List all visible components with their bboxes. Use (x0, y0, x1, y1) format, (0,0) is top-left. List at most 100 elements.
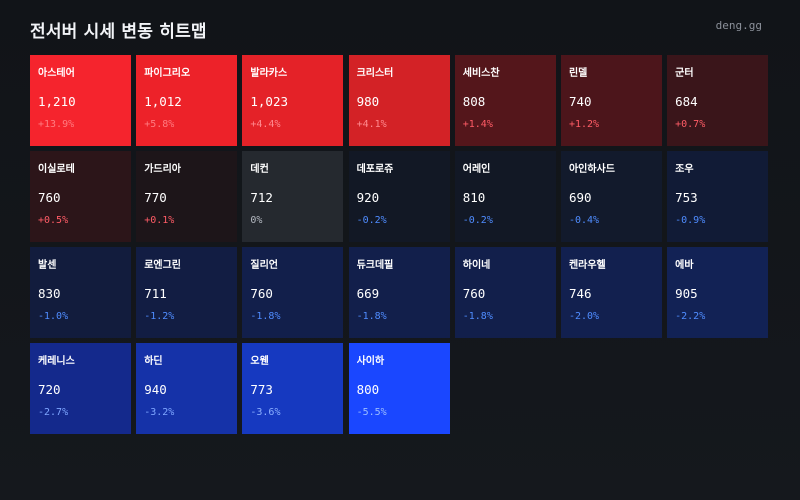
server-name: 듀크데필 (356, 260, 394, 271)
server-name: 발라카스 (250, 68, 288, 79)
server-price: 980 (356, 94, 380, 109)
server-price: 753 (675, 190, 698, 205)
price-change-percent: 0% (250, 215, 263, 226)
server-tile[interactable]: 오웬 773 -3.6% (242, 343, 344, 434)
price-change-percent: -3.2% (144, 407, 175, 418)
server-tile[interactable]: 켄라우헬 746 -2.0% (560, 247, 662, 338)
price-change-percent: -1.0% (38, 311, 69, 322)
server-name: 질리언 (250, 260, 278, 271)
server-price: 830 (38, 286, 61, 301)
server-name: 데포로쥬 (356, 164, 394, 175)
server-name: 이실로테 (38, 164, 75, 175)
price-change-percent: +1.2% (568, 119, 600, 130)
server-price: 905 (675, 286, 698, 301)
server-name: 발센 (38, 260, 57, 271)
price-change-percent: -3.6% (250, 407, 281, 418)
price-change-percent: -5.5% (356, 407, 387, 418)
price-change-percent: -2.0% (568, 311, 600, 322)
server-tile[interactable]: 사이하 800 -5.5% (348, 343, 450, 434)
server-price: 760 (250, 286, 273, 301)
server-name: 린델 (568, 68, 588, 79)
server-price: 760 (462, 286, 486, 301)
server-name: 로엔그린 (144, 260, 181, 271)
server-price: 760 (38, 190, 61, 205)
price-change-percent: -0.2% (356, 215, 387, 226)
server-name: 하딘 (144, 356, 163, 367)
server-price: 800 (356, 382, 380, 397)
server-price: 684 (675, 94, 698, 109)
server-name: 사이하 (356, 356, 385, 367)
price-change-percent: +4.4% (250, 119, 281, 130)
server-name: 데컨 (250, 164, 269, 175)
price-change-percent: -1.8% (356, 311, 387, 322)
price-change-percent: -1.2% (144, 311, 175, 322)
server-tile[interactable]: 아스테어 1,210 +13.9% (30, 55, 131, 146)
server-price: 1,210 (38, 94, 76, 109)
server-price: 1,023 (250, 94, 289, 109)
server-name: 아스테어 (38, 68, 75, 79)
price-change-percent: +4.1% (356, 119, 387, 130)
price-change-percent: -2.2% (675, 311, 706, 322)
price-change-percent: -0.9% (675, 215, 706, 226)
price-change-percent: -1.8% (250, 311, 281, 322)
brand-logo-text[interactable]: deng.gg (715, 19, 762, 32)
server-name: 파이그리오 (144, 68, 191, 79)
server-price: 690 (568, 190, 592, 205)
page-title: 전서버 시세 변동 히트맵 (30, 22, 207, 42)
server-tile[interactable]: 세비스찬 808 +1.4% (454, 55, 556, 146)
server-price: 740 (568, 94, 592, 109)
server-tile[interactable]: 듀크데필 669 -1.8% (348, 247, 450, 338)
server-tile[interactable]: 에바 905 -2.2% (667, 247, 769, 338)
server-tile[interactable]: 크리스터 980 +4.1% (348, 55, 450, 146)
server-tile[interactable]: 조우 753 -0.9% (667, 151, 769, 242)
server-tile[interactable]: 아인하사드 690 -0.4% (560, 151, 662, 242)
price-change-percent: +0.1% (144, 215, 175, 226)
server-name: 가드리아 (144, 164, 181, 175)
server-price: 770 (144, 190, 167, 205)
server-name: 조우 (675, 164, 694, 175)
server-price: 720 (38, 382, 61, 397)
server-price: 1,012 (144, 94, 182, 109)
server-price: 711 (144, 286, 167, 301)
server-tile[interactable]: 케레니스 720 -2.7% (30, 343, 131, 434)
price-change-percent: +0.5% (38, 215, 69, 226)
server-tile[interactable]: 발센 830 -1.0% (30, 247, 131, 338)
server-name: 케레니스 (38, 356, 75, 367)
server-tile[interactable]: 질리언 760 -1.8% (242, 247, 344, 338)
price-change-percent: +5.8% (144, 119, 175, 130)
server-name: 군터 (675, 68, 694, 79)
price-change-percent: +0.7% (675, 119, 706, 130)
server-tile[interactable]: 데포로쥬 920 -0.2% (348, 151, 450, 242)
price-change-percent: -2.7% (38, 407, 69, 418)
server-tile[interactable]: 린델 740 +1.2% (560, 55, 662, 146)
price-change-percent: -1.8% (462, 311, 493, 322)
server-name: 어레인 (462, 164, 491, 175)
server-name: 크리스터 (356, 68, 394, 79)
server-name: 세비스찬 (462, 68, 500, 79)
server-tile[interactable]: 파이그리오 1,012 +5.8% (136, 55, 238, 146)
server-price: 712 (250, 190, 273, 205)
server-price: 669 (356, 286, 380, 301)
server-tile[interactable]: 어레인 810 -0.2% (454, 151, 556, 242)
price-change-percent: +1.4% (462, 119, 493, 130)
server-tile[interactable]: 발라카스 1,023 +4.4% (242, 55, 344, 146)
server-price: 773 (250, 382, 273, 397)
server-tile[interactable]: 하이네 760 -1.8% (454, 247, 556, 338)
server-name: 아인하사드 (568, 164, 615, 175)
server-tile[interactable]: 데컨 712 0% (242, 151, 344, 242)
server-price-heatmap: 아스테어 1,210 +13.9% 파이그리오 1,012 +5.8% 발라카스 1,023 +… (30, 55, 769, 434)
price-change-percent: -0.2% (462, 215, 493, 226)
server-name: 에바 (675, 260, 694, 271)
server-tile[interactable]: 군터 684 +0.7% (667, 55, 769, 146)
server-price: 920 (356, 190, 380, 205)
server-tile[interactable]: 가드리아 770 +0.1% (136, 151, 238, 242)
server-tile[interactable]: 하딘 940 -3.2% (136, 343, 238, 434)
server-name: 오웬 (250, 356, 269, 367)
price-change-percent: -0.4% (568, 215, 600, 226)
server-price: 746 (568, 286, 592, 301)
server-name: 하이네 (462, 260, 491, 271)
server-price: 810 (462, 190, 486, 205)
server-tile[interactable]: 로엔그린 711 -1.2% (136, 247, 238, 338)
server-name: 켄라우헬 (568, 260, 606, 271)
server-tile[interactable]: 이실로테 760 +0.5% (30, 151, 131, 242)
